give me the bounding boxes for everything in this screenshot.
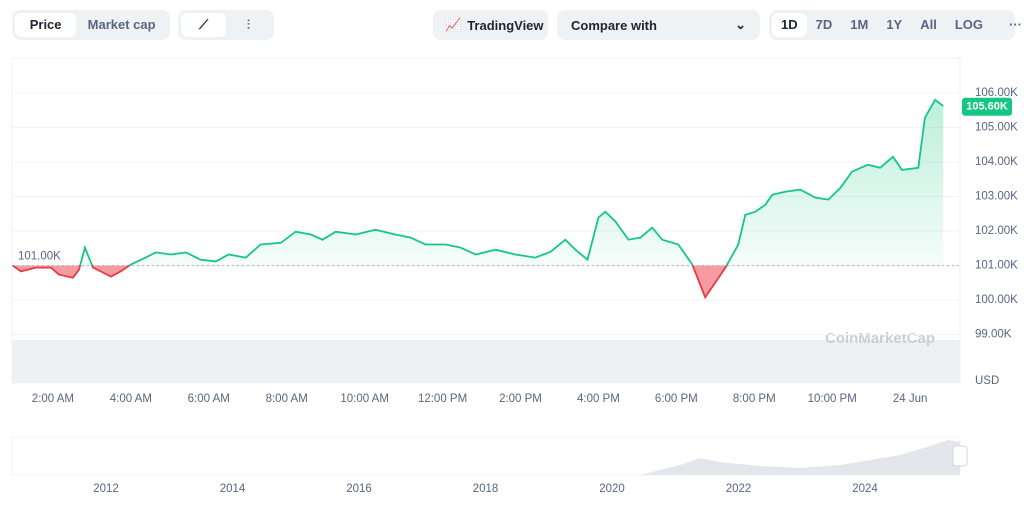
area <box>12 99 944 298</box>
range-group: 1D 7D 1M 1Y All LOG ··· <box>769 10 1022 40</box>
candle-icon[interactable]: ⫶ <box>246 17 251 32</box>
range-button[interactable]: LOG <box>954 17 984 32</box>
navigator-label: 2016 <box>346 483 372 495</box>
x-tick-label: 10:00 AM <box>340 393 389 405</box>
tradingview-button[interactable]: 📈 TradingView <box>433 10 548 40</box>
current-price-label: 105.60K <box>966 101 1008 113</box>
x-tick-label: 6:00 PM <box>655 393 698 405</box>
line-icon[interactable]: ⟋ <box>181 13 226 37</box>
navigator-label: 2020 <box>599 483 625 495</box>
navigator-label: 2024 <box>852 483 878 495</box>
watermark: CoinMarketCap <box>825 330 935 347</box>
x-tick-label: 10:00 PM <box>808 393 857 405</box>
y-tick-label: 101.00K <box>975 260 1018 272</box>
y-tick-label: 99.00K <box>975 329 1012 341</box>
y-tick-label: 103.00K <box>975 191 1018 203</box>
navigator-label: 2014 <box>220 483 246 495</box>
navigator-area <box>640 440 960 475</box>
current-price-tag <box>962 97 1012 116</box>
y-tick-label: 100.00K <box>975 294 1018 306</box>
tab[interactable]: Price <box>15 13 77 37</box>
y-tick-label: 102.00K <box>975 225 1018 237</box>
range-button[interactable]: 7D <box>815 17 833 32</box>
navigator-handle[interactable] <box>952 445 968 467</box>
label: TradingView <box>467 17 544 33</box>
x-tick-label: 8:00 AM <box>266 393 308 405</box>
baseline-label: 101.00K <box>18 251 61 263</box>
range-button[interactable]: 1D <box>772 13 807 37</box>
y-tick-label: 106.00K <box>975 87 1018 99</box>
y-tick-label: 104.00K <box>975 156 1018 168</box>
x-tick-label: 4:00 PM <box>577 393 620 405</box>
range-button[interactable]: 1M <box>850 17 869 32</box>
x-tick-label: 4:00 AM <box>110 393 152 405</box>
compare-select[interactable]: Compare with ⌄ <box>557 10 760 40</box>
label: Compare with <box>571 17 657 33</box>
chevron: ⌄ <box>735 17 746 32</box>
price-line <box>12 98 944 300</box>
chart-type-group: ⟋ ⫶ <box>178 10 274 40</box>
x-tick-label: 12:00 PM <box>418 393 467 405</box>
range-button[interactable]: All <box>920 17 937 32</box>
tab[interactable]: Market cap <box>87 17 156 32</box>
x-tick-label: 2:00 PM <box>499 393 542 405</box>
volume-band <box>12 340 960 383</box>
x-tick-label: 8:00 PM <box>733 393 776 405</box>
navigator-label: 2022 <box>726 483 752 495</box>
y-unit: USD <box>975 375 999 387</box>
y-tick-label: 105.00K <box>975 121 1018 133</box>
x-tick-label: 24 Jun <box>893 393 928 405</box>
tab-group: Price Market cap <box>12 10 170 40</box>
navigator-label: 2012 <box>93 483 119 495</box>
navigator-label: 2018 <box>473 483 499 495</box>
range-button[interactable]: 1Y <box>886 17 903 32</box>
x-tick-label: 2:00 AM <box>32 393 74 405</box>
x-tick-label: 6:00 AM <box>188 393 230 405</box>
more-button[interactable]: ··· <box>1009 17 1023 32</box>
